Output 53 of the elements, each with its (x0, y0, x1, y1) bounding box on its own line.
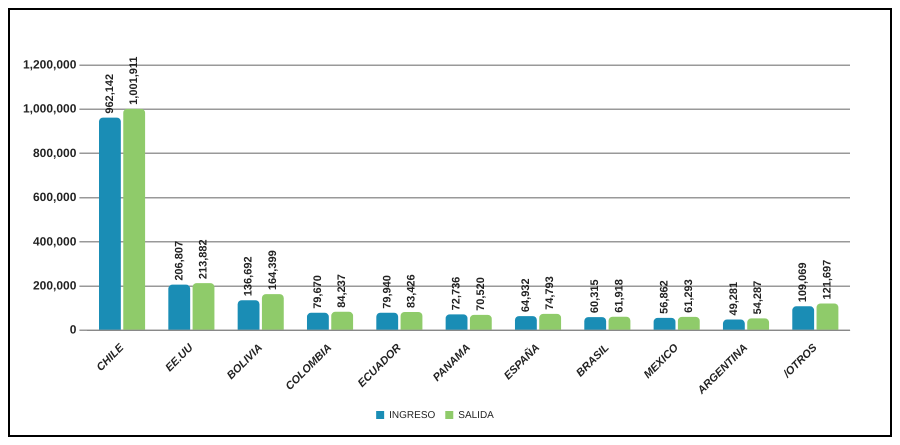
bar (238, 300, 260, 330)
data-label: 79,940 (381, 275, 394, 309)
data-label: 54,287 (752, 280, 764, 314)
bar (168, 284, 190, 330)
y-tick-label: 600,000 (32, 190, 77, 204)
data-label: 49,281 (728, 282, 740, 316)
y-tick-label: 200,000 (32, 278, 77, 293)
bar (123, 108, 146, 330)
data-label: 206,807 (173, 240, 186, 281)
y-tick-label: 1,000,000 (22, 102, 77, 116)
data-label: 121,697 (822, 260, 834, 300)
bar (376, 312, 398, 330)
bar (608, 316, 630, 330)
bar (678, 316, 700, 330)
data-label: 61,918 (614, 279, 626, 313)
data-label: 60,315 (589, 279, 602, 314)
bar (331, 312, 354, 330)
data-label: 136,692 (242, 256, 255, 296)
data-label: 109,069 (797, 262, 810, 302)
data-label: 72,736 (450, 276, 463, 310)
data-label: 56,862 (658, 280, 671, 314)
bar (539, 314, 562, 330)
data-label: 1,001,911 (128, 56, 140, 105)
bar (747, 318, 770, 330)
data-label: 83,426 (406, 274, 418, 308)
bar (722, 320, 745, 330)
legend-label: INGRESO (389, 410, 436, 421)
data-label: 74,793 (544, 276, 556, 310)
bar (514, 316, 537, 330)
data-label: 84,237 (336, 274, 348, 308)
data-label: 61,293 (682, 279, 695, 313)
bar (792, 306, 814, 330)
y-tick-label: 0 (70, 322, 77, 337)
legend-label: SALIDA (458, 410, 494, 421)
bar (306, 312, 329, 330)
bar (470, 314, 492, 330)
y-tick-label: 1,200,000 (22, 57, 77, 72)
bar (192, 283, 214, 330)
y-tick-label: 400,000 (32, 234, 77, 248)
bar (400, 312, 422, 330)
data-label: 164,399 (266, 250, 279, 290)
bar (262, 294, 284, 330)
data-label: 213,882 (198, 239, 210, 280)
bar (654, 318, 676, 330)
data-label: 70,520 (474, 277, 487, 311)
bar (99, 118, 121, 330)
bar (446, 314, 468, 330)
data-label: 79,670 (312, 275, 324, 309)
bar (584, 317, 606, 330)
data-label: 64,932 (520, 278, 532, 312)
bar (816, 304, 838, 330)
y-tick-label: 800,000 (32, 146, 77, 160)
data-label: 962,142 (104, 74, 116, 114)
